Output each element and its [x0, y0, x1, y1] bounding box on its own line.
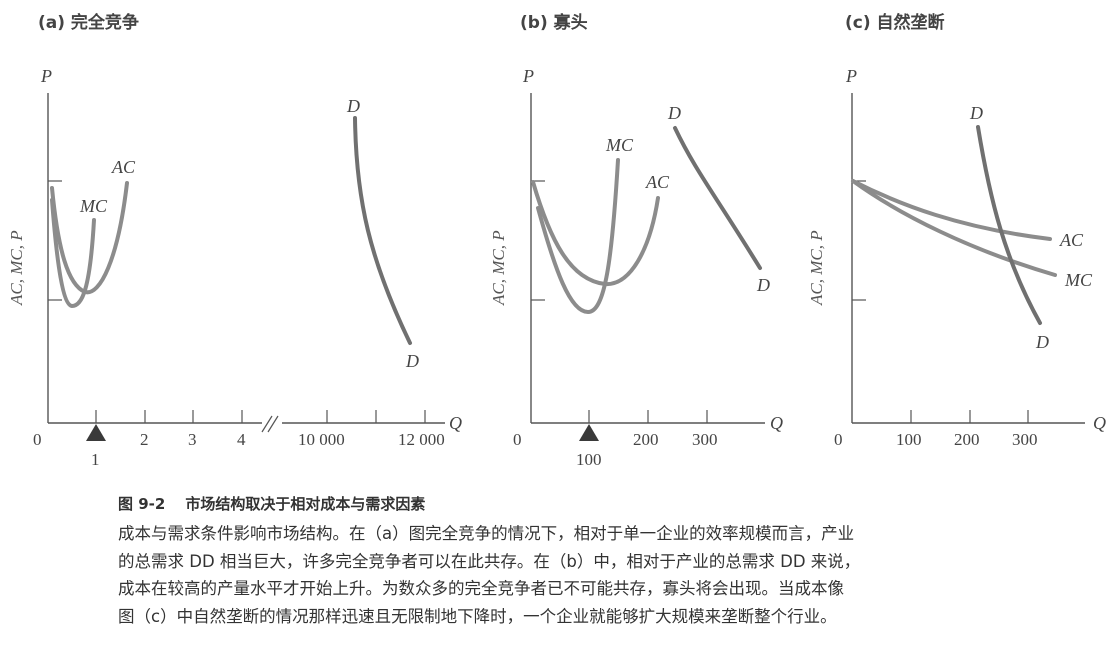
svg-text:D: D	[405, 351, 419, 371]
caption-line: 图（c）中自然垄断的情况那样迅速且无限制地下降时，一个企业就能够扩大规模来垄断整…	[118, 606, 837, 626]
svg-text:10 000: 10 000	[298, 430, 345, 449]
curve-c-mc	[851, 179, 1057, 277]
svg-text:200: 200	[954, 430, 980, 449]
caption-line: 成本与需求条件影响市场结构。在（a）图完全竞争的情况下，相对于单一企业的效率规模…	[118, 524, 855, 543]
charts-canvas: P Q 0 2 3 4 10 000 12 000 1 AC MC D D AC…	[7, 66, 1106, 469]
figure-caption: 图 9-2 市场结构取决于相对成本与需求因素 成本与需求条件影响市场结构。在（a）…	[118, 493, 1018, 630]
caption-line: 成本在较高的产量水平才开始上升。为数众多的完全竞争者已不可能共存，寡头将会出现。…	[118, 579, 844, 598]
svg-text:AC: AC	[111, 157, 136, 177]
svg-text:MC: MC	[79, 196, 108, 216]
svg-text:0: 0	[33, 430, 42, 449]
svg-text:0: 0	[834, 430, 843, 449]
svg-text:D: D	[346, 96, 360, 116]
axis-a-y-label: AC, MC, P	[7, 230, 26, 306]
svg-text:D: D	[756, 275, 770, 295]
svg-text:2: 2	[140, 430, 149, 449]
svg-text:300: 300	[692, 430, 718, 449]
curve-b-demand	[673, 126, 762, 270]
triangle-marker-icon	[579, 424, 599, 441]
svg-text:P: P	[845, 66, 857, 86]
axis-b-y-label: AC, MC, P	[489, 230, 508, 306]
panel-a-title: (a) 完全竞争	[38, 13, 139, 33]
caption-title: 图 9-2 市场结构取决于相对成本与需求因素	[118, 493, 1018, 514]
svg-text:200: 200	[633, 430, 659, 449]
svg-text:Q: Q	[1093, 413, 1106, 433]
svg-text:P: P	[522, 66, 534, 86]
triangle-marker-icon	[86, 424, 106, 441]
svg-text:0: 0	[513, 430, 522, 449]
svg-text:D: D	[1035, 332, 1049, 352]
axis-a-q-label: Q	[449, 413, 462, 433]
svg-text:D: D	[667, 103, 681, 123]
curve-c-demand	[976, 125, 1042, 325]
curve-a-demand	[353, 116, 412, 345]
svg-text:Q: Q	[770, 413, 783, 433]
svg-text:MC: MC	[1064, 270, 1093, 290]
svg-text:AC: AC	[1059, 230, 1084, 250]
svg-text:D: D	[969, 103, 983, 123]
figure-number: 图 9-2	[118, 495, 166, 513]
axis-break-icon	[261, 415, 273, 433]
svg-text:100: 100	[576, 450, 602, 469]
svg-text:100: 100	[896, 430, 922, 449]
caption-heading: 市场结构取决于相对成本与需求因素	[185, 495, 426, 513]
chart-c: P Q 0 100 200 300 D D AC MC AC, MC, P	[807, 66, 1106, 449]
axis-c-y-label: AC, MC, P	[807, 230, 826, 306]
svg-text:3: 3	[188, 430, 197, 449]
chart-a: P Q 0 2 3 4 10 000 12 000 1 AC MC D D AC…	[7, 66, 462, 469]
svg-text:300: 300	[1012, 430, 1038, 449]
curve-c-ac	[851, 179, 1052, 241]
svg-text:4: 4	[237, 430, 246, 449]
axis-a-p-label: P	[40, 66, 52, 86]
svg-text:AC: AC	[645, 172, 670, 192]
svg-text:12 000: 12 000	[398, 430, 445, 449]
caption-body: 成本与需求条件影响市场结构。在（a）图完全竞争的情况下，相对于单一企业的效率规模…	[118, 520, 1018, 630]
chart-b: P Q 0 200 300 100 MC AC D D AC, MC, P	[489, 66, 783, 469]
curve-a-mc	[50, 198, 96, 309]
curve-b-mc	[536, 158, 620, 315]
curve-b-ac	[531, 180, 660, 287]
svg-text:MC: MC	[605, 135, 634, 155]
panel-c-title: (c) 自然垄断	[845, 13, 945, 33]
panel-b-title: (b) 寡头	[520, 13, 588, 33]
svg-text:1: 1	[91, 450, 100, 469]
caption-line: 的总需求 DD 相当巨大，许多完全竞争者可以在此共存。在（b）中，相对于产业的总…	[118, 551, 861, 571]
